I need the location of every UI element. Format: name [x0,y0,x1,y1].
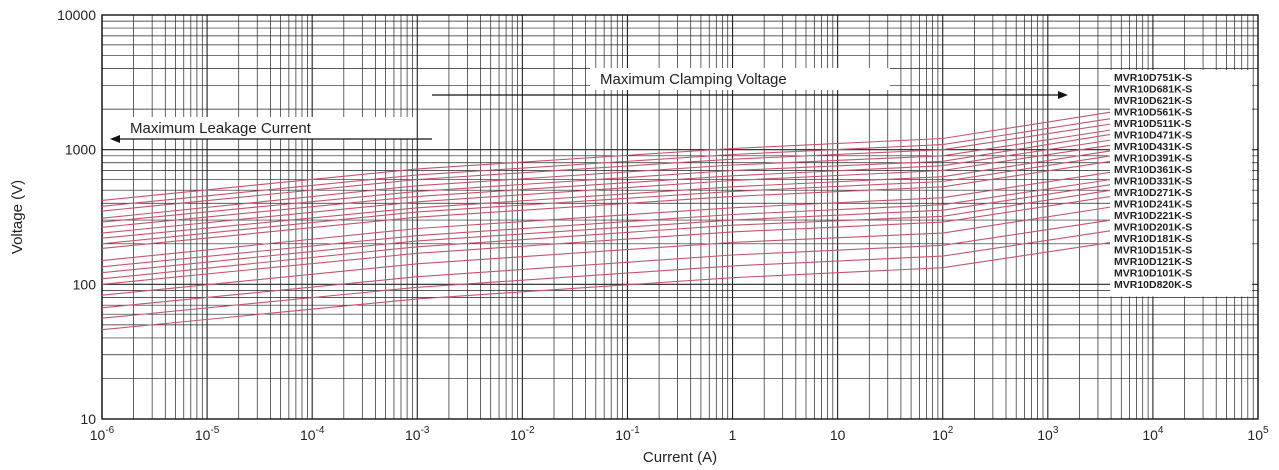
series-line-mvr10d221k-s [101,184,1112,274]
legend-entry: MVR10D201K-S [1114,222,1192,234]
x-axis-title: Current (A) [643,449,717,466]
legend-entry: MVR10D431K-S [1114,141,1192,153]
legend-entry: MVR10D271K-S [1114,187,1192,199]
legend-entry: MVR10D391K-S [1114,153,1192,165]
legend-entry: MVR10D681K-S [1114,84,1192,96]
series-line-mvr10d621k-s [101,123,1112,212]
clamping-arrow-head-icon [1058,91,1068,99]
series-line-mvr10d331k-s [101,160,1112,249]
series-line-mvr10d681k-s [101,118,1112,207]
legend-entry: MVR10D471K-S [1114,130,1192,142]
x-tick-label: 10-4 [300,425,325,443]
x-tick-label: 10-1 [615,425,640,443]
tick-labels: 10-6 10-5 10-4 10-3 10-2 10-1 1 10 102 103 104 105 1… [57,7,1269,443]
series-line-mvr10d431k-s [101,144,1112,234]
series-line-mvr10d511k-s [101,133,1112,223]
series-line-mvr10d271k-s [101,171,1112,262]
x-tick-label: 104 [1142,425,1164,443]
y-tick-label: 10000 [57,7,96,23]
legend-background [1110,70,1252,297]
legend: MVR10D751K-SMVR10D681K-SMVR10D621K-SMVR1… [1110,70,1252,297]
legend-entry: MVR10D181K-S [1114,233,1192,245]
legend-entry: MVR10D561K-S [1114,107,1192,119]
legend-entry: MVR10D621K-S [1114,95,1192,107]
x-tick-label: 10-6 [90,425,115,443]
legend-entry: MVR10D820K-S [1114,279,1192,291]
legend-entry: MVR10D751K-S [1114,72,1192,84]
y-tick-label: 10 [80,411,96,427]
x-tick-label: 10 [830,427,846,443]
clamping-annotation: Maximum Clamping Voltage [600,71,787,88]
series-line-mvr10d151k-s [101,206,1112,296]
legend-entry: MVR10D101K-S [1114,268,1192,280]
series-line-mvr10d361k-s [101,155,1112,245]
x-tick-label: 10-3 [405,425,430,443]
legend-entry: MVR10D121K-S [1114,256,1192,268]
legend-entry: MVR10D361K-S [1114,164,1192,176]
leakage-annotation: Maximum Leakage Current [130,120,312,137]
x-tick-label: 10-2 [510,425,535,443]
x-tick-label: 102 [932,425,954,443]
y-axis-title: Voltage (V) [9,180,26,254]
y-tick-label: 100 [73,276,97,292]
clamping-annotation-background [590,68,890,90]
plot-frame [101,14,1259,420]
legend-entry: MVR10D151K-S [1114,245,1192,257]
series-line-mvr10d751k-s [101,111,1112,201]
legend-entry: MVR10D331K-S [1114,176,1192,188]
series-line-mvr10d101k-s [101,230,1112,319]
series-line-mvr10d561k-s [101,129,1112,219]
series-line-mvr10d201k-s [101,189,1112,280]
x-tick-label: 103 [1037,425,1059,443]
x-tick-label: 1 [729,427,737,443]
y-tick-label: 1000 [65,142,96,158]
x-tick-label: 10-5 [195,425,220,443]
leakage-arrow-head-icon [110,135,120,143]
legend-entry: MVR10D221K-S [1114,210,1192,222]
x-tick-label: 105 [1247,425,1269,443]
legend-entry: MVR10D241K-S [1114,199,1192,211]
series-lines [101,111,1112,331]
series-line-mvr10d471k-s [101,139,1112,228]
series-line-mvr10d391k-s [101,150,1112,239]
series-line-mvr10d820k-s [101,241,1112,331]
series-line-mvr10d181k-s [101,195,1112,285]
series-line-mvr10d241k-s [101,178,1112,268]
series-line-mvr10d121k-s [101,219,1112,309]
legend-entry: MVR10D511K-S [1114,118,1192,130]
annotations: Maximum Leakage Current Maximum Clamping… [110,68,1068,143]
leakage-annotation-background [124,117,414,139]
